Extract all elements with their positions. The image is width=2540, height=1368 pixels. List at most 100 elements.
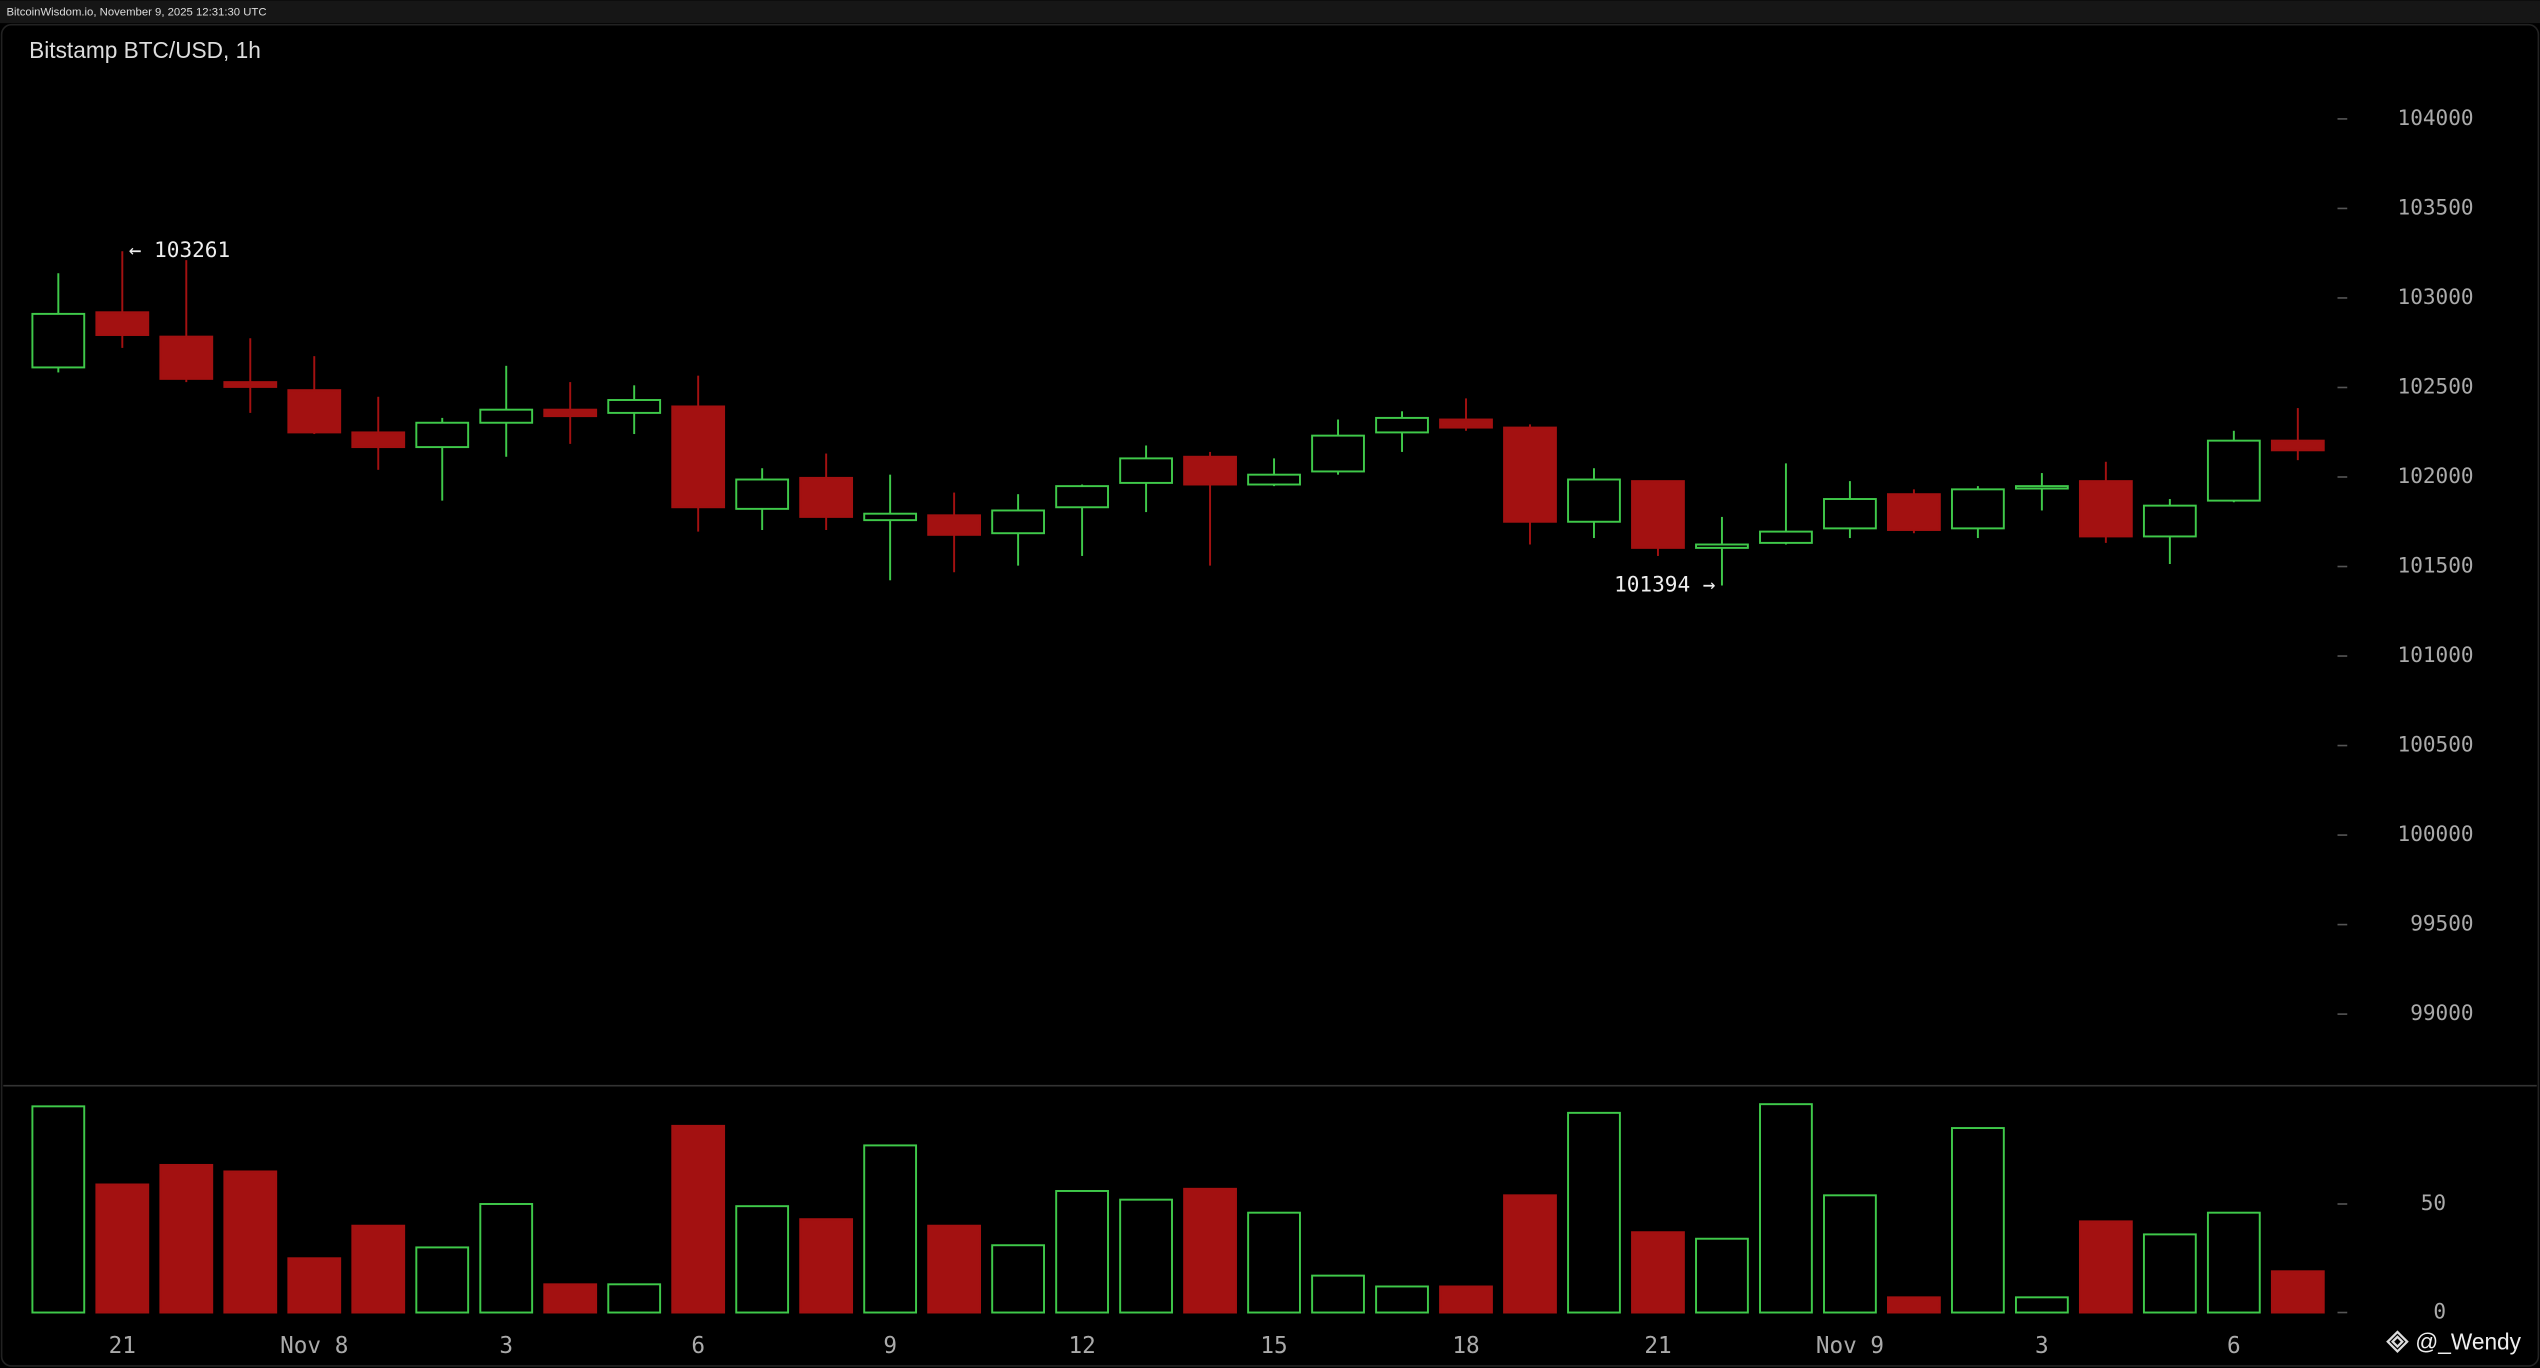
candle-body	[2270, 439, 2325, 452]
volume-bar	[991, 1244, 1045, 1314]
candle-body	[2014, 485, 2069, 490]
volume-bar	[223, 1170, 278, 1314]
volume-bar	[1951, 1127, 2005, 1314]
volume-bar	[2014, 1296, 2069, 1314]
volume-bar	[1631, 1231, 1685, 1314]
volume-bar	[287, 1257, 342, 1314]
volume-bar	[1375, 1285, 1429, 1314]
candle-body	[927, 514, 982, 536]
candle-body	[607, 399, 662, 414]
watermark-icon	[2386, 1330, 2409, 1354]
volume-bar	[2142, 1233, 2197, 1314]
volume-bar	[1503, 1194, 1557, 1314]
candle-body	[1375, 416, 1429, 434]
volume-bar	[1695, 1237, 1749, 1314]
candle-body	[1055, 485, 1109, 509]
y-tick-label: 104000	[2398, 105, 2474, 130]
candle-body	[95, 311, 150, 336]
candle-body	[1823, 498, 1877, 530]
candle-body	[31, 312, 86, 369]
volume-bar	[95, 1183, 150, 1314]
y-tick-label: 99000	[2410, 1000, 2473, 1025]
candle-body	[1439, 418, 1493, 429]
volume-bar	[799, 1218, 854, 1314]
volume-bar	[2206, 1211, 2261, 1314]
candle-body	[1631, 480, 1685, 549]
volume-bar	[1119, 1198, 1173, 1314]
volume-bar	[1247, 1211, 1301, 1314]
volume-bar	[2078, 1220, 2133, 1314]
candle-body	[1311, 434, 1365, 473]
y-tick-label: 102000	[2398, 463, 2474, 488]
y-tick-label: 100000	[2398, 821, 2474, 846]
y-tick-label: 99500	[2410, 911, 2473, 936]
volume-bar	[1183, 1187, 1237, 1314]
volume-bar	[1887, 1296, 1941, 1314]
candle-body	[1183, 455, 1237, 486]
x-tick-label: 3	[499, 1333, 513, 1359]
candle-body	[223, 381, 278, 388]
x-tick-label: 12	[1068, 1333, 1095, 1359]
candle-body	[2078, 480, 2133, 538]
candle-body	[415, 421, 470, 449]
volume-bar	[1823, 1194, 1877, 1314]
candle-body	[1567, 478, 1621, 523]
volume-bar	[735, 1205, 790, 1314]
candle-body	[159, 335, 214, 380]
x-tick-label: Nov 9	[1816, 1333, 1884, 1359]
candle-body	[863, 512, 918, 522]
x-tick-label: 18	[1452, 1333, 1479, 1359]
x-tick-label: 6	[2227, 1333, 2241, 1359]
volume-bar	[927, 1224, 982, 1314]
max-annotation: ← 103261	[129, 237, 230, 262]
candle-body	[1951, 488, 2005, 530]
y-tick-label: 0	[2433, 1299, 2446, 1324]
y-tick-label: 50	[2421, 1190, 2446, 1215]
min-annotation: 101394 →	[1614, 571, 1715, 596]
volume-bar	[1759, 1103, 1813, 1314]
source-header: BitcoinWisdom.io, November 9, 2025 12:31…	[6, 7, 266, 19]
x-tick-label: 15	[1260, 1333, 1287, 1359]
top-bar	[0, 0, 2540, 24]
candle-body	[2206, 439, 2261, 502]
volume-bar	[1055, 1190, 1109, 1314]
candle-body	[735, 478, 790, 510]
volume-bar	[351, 1224, 406, 1314]
y-tick-label: 103000	[2398, 284, 2474, 309]
y-tick-label: 103500	[2398, 194, 2474, 219]
candle-body	[1247, 473, 1301, 486]
candle-body	[1503, 426, 1557, 523]
volume-bar	[543, 1283, 598, 1314]
candle-body	[2142, 504, 2197, 538]
y-tick-label: 100500	[2398, 732, 2474, 757]
volume-bar	[1311, 1274, 1365, 1314]
candle-body	[671, 405, 726, 509]
volume-bar	[415, 1246, 470, 1314]
candle-body	[287, 389, 342, 434]
x-tick-label: 3	[2035, 1333, 2049, 1359]
watermark-text: @_Wendy	[2415, 1328, 2521, 1354]
frame	[0, 23, 2540, 1367]
candle-body	[1695, 543, 1749, 549]
y-tick-label: 101000	[2398, 642, 2474, 667]
volume-bar	[159, 1163, 214, 1314]
volume-bar	[1567, 1111, 1621, 1314]
volume-bar	[479, 1203, 534, 1314]
x-tick-label: 9	[883, 1333, 897, 1359]
x-tick-label: 21	[1644, 1333, 1671, 1359]
y-tick-label: 102500	[2398, 373, 2474, 398]
candle-body	[543, 408, 598, 418]
candle-body	[479, 408, 534, 424]
volume-bar	[1439, 1285, 1493, 1314]
volume-bar	[671, 1124, 726, 1314]
candle-body	[1887, 493, 1941, 531]
volume-bar	[31, 1105, 86, 1314]
candle-body	[1119, 457, 1173, 484]
volume-bar	[2270, 1270, 2325, 1314]
y-tick-label: 101500	[2398, 553, 2474, 578]
chart-title: Bitstamp BTC/USD, 1h	[29, 37, 261, 63]
volume-bar	[863, 1144, 918, 1314]
x-tick-label: 6	[691, 1333, 705, 1359]
